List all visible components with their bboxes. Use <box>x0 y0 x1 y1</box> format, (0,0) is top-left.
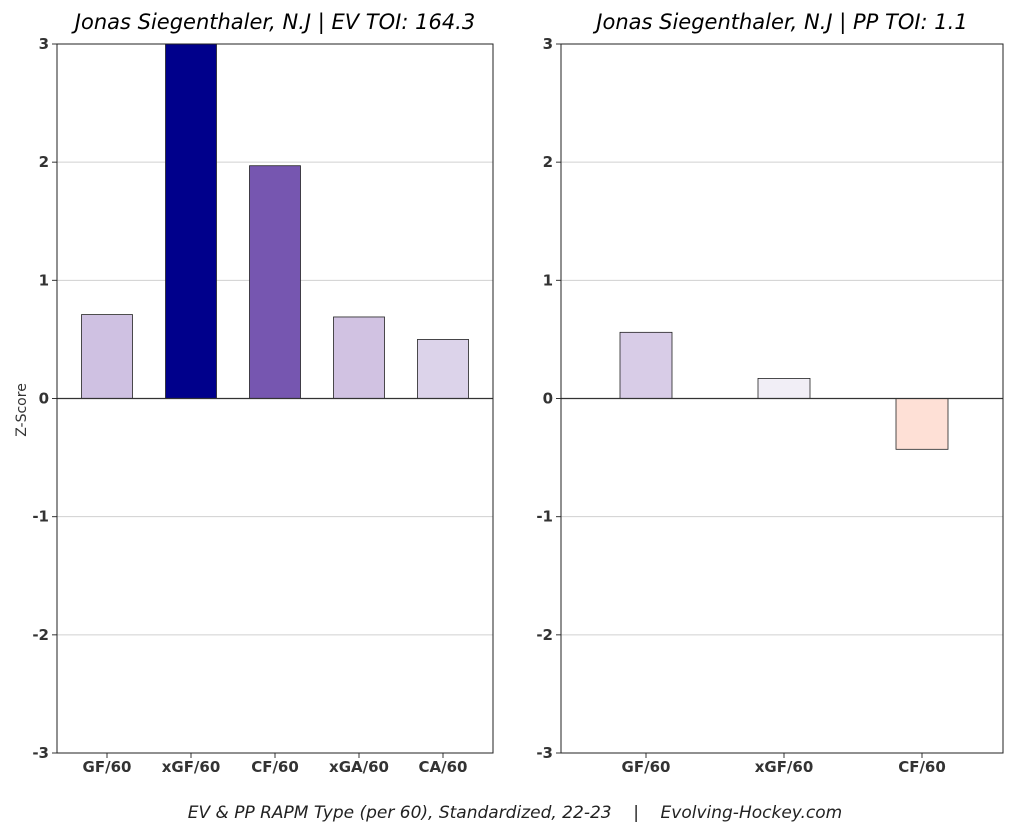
right-x-tick-label: GF/60 <box>622 758 671 776</box>
right-bar-gf-per-60 <box>619 331 673 399</box>
right-y-tick-label: -1 <box>536 508 553 526</box>
left-y-tick-label: 3 <box>39 35 49 53</box>
right-bar-cf-per-60 <box>895 398 949 450</box>
left-y-tick-label: 2 <box>39 153 49 171</box>
left-y-tick-label: 1 <box>39 271 49 289</box>
right-bar-xgf-per-60 <box>757 378 811 399</box>
left-x-tick-label: CF/60 <box>251 758 299 776</box>
right-y-tick-label: 3 <box>543 35 553 53</box>
right-y-tick-label: 2 <box>543 153 553 171</box>
right-x-tick-label: xGF/60 <box>755 758 814 776</box>
left-bar-gf-per-60 <box>81 314 133 399</box>
left-chart-title: Jonas Siegenthaler, N.J | EV TOI: 164.3 <box>71 10 475 35</box>
left-bar-xgf-per-60 <box>165 43 217 399</box>
right-y-tick-label: -3 <box>536 744 553 762</box>
left-bar-xga-per-60 <box>333 316 385 399</box>
left-x-tick-label: xGF/60 <box>162 758 221 776</box>
right-y-tick-label: 0 <box>543 390 553 408</box>
left-plot-frame <box>56 43 494 754</box>
left-y-tick-label: -1 <box>32 508 49 526</box>
left-y-tick-label: -3 <box>32 744 49 762</box>
left-x-tick-label: xGA/60 <box>329 758 389 776</box>
right-y-tick-label: 1 <box>543 271 553 289</box>
right-plot-frame <box>560 43 1004 754</box>
left-y-tick-label: -2 <box>32 626 49 644</box>
right-x-tick-label: CF/60 <box>898 758 946 776</box>
left-bar-ca-per-60 <box>417 339 469 399</box>
right-chart-title: Jonas Siegenthaler, N.J | PP TOI: 1.1 <box>592 10 967 35</box>
left-y-tick-label: 0 <box>39 390 49 408</box>
left-x-tick-label: CA/60 <box>419 758 468 776</box>
y-axis-label: Z-Score <box>14 383 30 437</box>
left-x-tick-label: GF/60 <box>83 758 132 776</box>
chart-caption: EV & PP RAPM Type (per 60), Standardized… <box>188 803 842 823</box>
right-y-tick-label: -2 <box>536 626 553 644</box>
left-bar-cf-per-60 <box>249 165 301 399</box>
